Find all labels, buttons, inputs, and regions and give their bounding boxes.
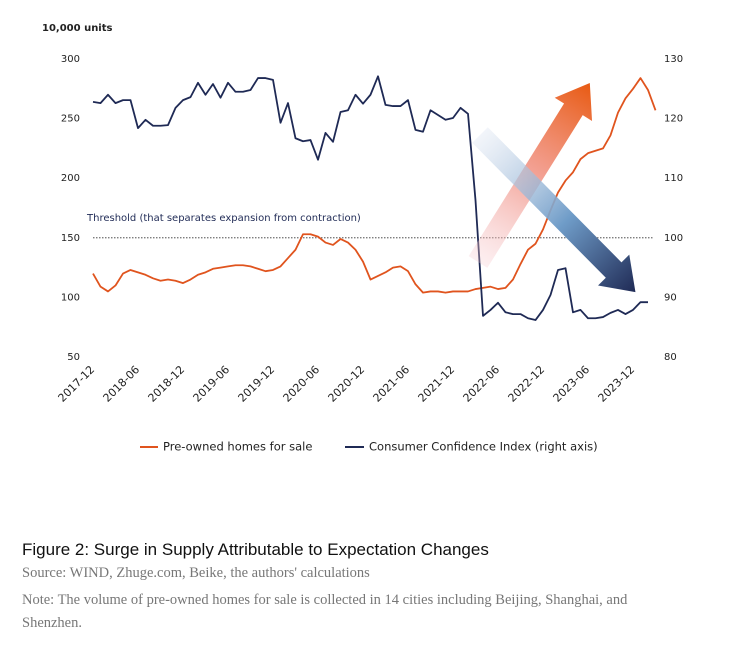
caption-source: Source: WIND, Zhuge.com, Beike, the auth… xyxy=(22,565,370,581)
x-tick-label: 2021-12 xyxy=(416,363,458,405)
unit-label: 10,000 units xyxy=(42,23,113,34)
y2-tick-label: 90 xyxy=(664,292,677,303)
x-tick-label: 2017-12 xyxy=(56,363,98,405)
series-line xyxy=(92,77,657,294)
caption-title: Figure 2: Surge in Supply Attributable t… xyxy=(22,540,489,559)
x-tick-label: 2019-06 xyxy=(191,363,233,405)
caption-note: Note: The volume of pre-owned homes for … xyxy=(22,592,628,631)
y2-tick-label: 130 xyxy=(664,54,683,65)
down-arrow xyxy=(472,127,636,293)
y2-tick-label: 120 xyxy=(664,114,683,125)
y-tick-label: 50 xyxy=(67,352,80,363)
y-tick-label: 300 xyxy=(61,54,80,65)
series-line xyxy=(92,75,648,321)
threshold-label: Threshold (that separates expansion from… xyxy=(86,213,361,224)
y2-tick-label: 100 xyxy=(664,233,683,244)
x-tick-label: 2018-12 xyxy=(146,363,188,405)
y-tick-label: 200 xyxy=(61,173,80,184)
y-tick-label: 150 xyxy=(61,233,80,244)
legend-label: Consumer Confidence Index (right axis) xyxy=(369,440,598,454)
y-tick-label: 100 xyxy=(61,292,80,303)
x-tick-label: 2019-12 xyxy=(236,363,278,405)
legend-label: Pre-owned homes for sale xyxy=(163,440,312,454)
x-tick-label: 2022-06 xyxy=(461,363,503,405)
x-tick-label: 2023-06 xyxy=(551,363,593,405)
x-tick-label: 2023-12 xyxy=(596,363,638,405)
x-tick-label: 2020-12 xyxy=(326,363,368,405)
y2-tick-label: 110 xyxy=(664,173,683,184)
chart: 10,000 units 50 100 150 200 250 300 80 90 100 110… xyxy=(42,23,683,454)
x-tick-label: 2020-06 xyxy=(281,363,323,405)
y-tick-label: 250 xyxy=(61,114,80,125)
x-tick-label: 2021-06 xyxy=(371,363,413,405)
y2-tick-label: 80 xyxy=(664,352,677,363)
x-tick-label: 2018-06 xyxy=(101,363,143,405)
x-tick-label: 2022-12 xyxy=(506,363,548,405)
